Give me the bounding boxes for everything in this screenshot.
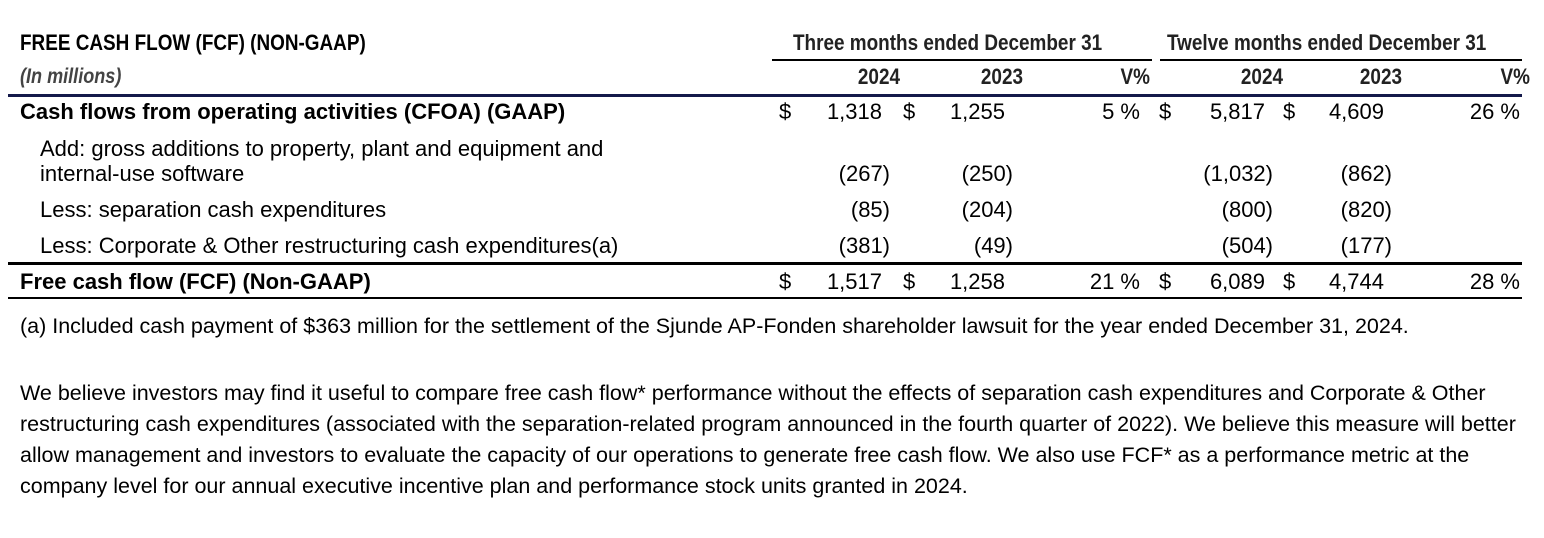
column-header: V% [1120,64,1150,89]
cell-value: (85) [850,197,890,222]
row-label-continued: internal-use software [40,161,245,186]
cell-value: (267) [838,161,890,186]
row-label: Free cash flow (FCF) (Non-GAAP) [20,269,371,294]
cell-value: (177) [1340,233,1392,258]
currency-symbol: $ [779,99,792,124]
column-header: 2023 [980,64,1023,89]
row-label: Add: gross additions to property, plant … [40,136,604,161]
cell-value: 1,258 [949,269,1005,294]
cell-value: (1,032) [1203,161,1273,186]
cell-value: 6,089 [1209,269,1265,294]
cell-value: 28 % [1469,269,1520,294]
total-divider-bottom [8,297,1522,299]
footnote: (a) Included cash payment of $363 millio… [20,314,1409,338]
cell-value: 1,255 [949,99,1005,124]
cell-value: 1,318 [826,99,882,124]
row-label: Cash flows from operating activities (CF… [20,99,566,124]
cell-value: (381) [838,233,890,258]
row-label: Less: separation cash expenditures [40,197,387,222]
table-title: FREE CASH FLOW (FCF) (NON-GAAP) [20,30,366,55]
explanatory-paragraph: We believe investors may find it useful … [20,381,1516,498]
total-divider-top [8,262,1522,265]
currency-symbol: $ [903,269,916,294]
currency-symbol: $ [779,269,792,294]
column-header: 2024 [1240,64,1283,89]
cell-value: 4,609 [1328,99,1384,124]
row-label: Less: Corporate & Other restructuring ca… [40,233,619,258]
column-header: V% [1500,64,1530,89]
cell-value: 26 % [1469,99,1520,124]
currency-symbol: $ [1159,99,1172,124]
cell-value: (250) [961,161,1013,186]
period-header-three-months: Three months ended December 31 [793,30,1103,55]
period-underline-twelve [1160,59,1522,61]
cell-value: (862) [1340,161,1392,186]
cell-value: 5,817 [1209,99,1265,124]
column-header: 2024 [857,64,900,89]
cell-value: (504) [1221,233,1273,258]
column-header: 2023 [1359,64,1402,89]
cell-value: (49) [973,233,1013,258]
cell-value: (800) [1221,197,1273,222]
cell-value: 5 % [1102,99,1140,124]
units-label: (In millions) [20,65,122,88]
currency-symbol: $ [1159,269,1172,294]
header-divider [8,94,1522,97]
currency-symbol: $ [1283,269,1296,294]
cell-value: (204) [961,197,1013,222]
period-header-twelve-months: Twelve months ended December 31 [1167,30,1487,55]
period-underline-three [772,59,1152,61]
currency-symbol: $ [903,99,916,124]
cell-value: (820) [1340,197,1392,222]
cell-value: 21 % [1089,269,1140,294]
currency-symbol: $ [1283,99,1296,124]
cell-value: 4,744 [1328,269,1384,294]
cell-value: 1,517 [826,269,882,294]
